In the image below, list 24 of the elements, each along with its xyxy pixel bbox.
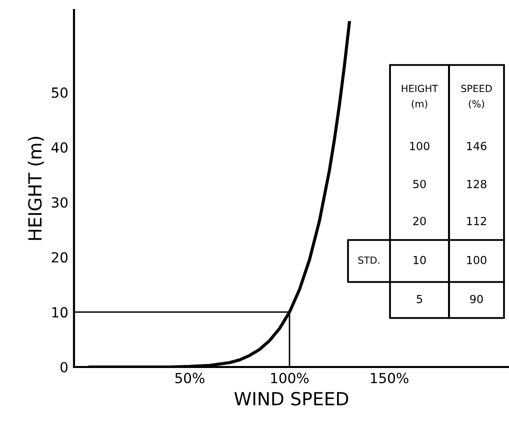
text: 146 [467,142,486,150]
y-tick-label: 0 [60,362,68,372]
y-tick-label: 30 [52,197,68,208]
text: 100 [410,142,430,150]
text: 112 [467,216,486,226]
x-tick-label: 100% [271,372,309,384]
x-tick-label: 50% [175,372,204,384]
text: 20 [413,216,426,226]
category-label: SPEED (%) [461,84,492,109]
text: 128 [467,180,486,188]
text: 50 [413,180,426,188]
y-tick-label: 40 [51,142,68,153]
y-axis-title: HEIGHT (m) [28,136,44,240]
y-tick-label: 20 [52,252,68,263]
category-label: HEIGHT (m) [402,84,438,109]
y-tick-label: 50 [52,87,68,98]
text: 10 [414,256,426,264]
category-label: STD. [358,256,380,264]
text: 100 [467,256,486,264]
x-tick-label: 150% [370,372,408,384]
y-tick-label: 10 [52,307,68,318]
x-axis-title: WIND SPEED [234,392,348,406]
text: 90 [470,294,483,304]
text: 5 [416,294,422,304]
